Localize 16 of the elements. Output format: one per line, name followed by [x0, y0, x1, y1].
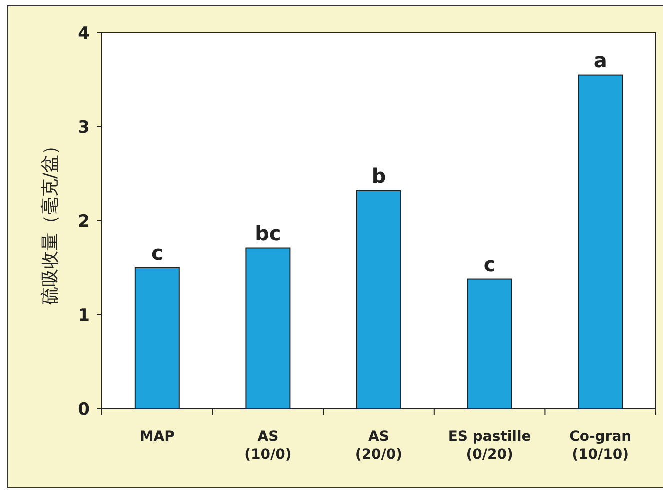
y-tick-label: 3 — [78, 118, 90, 138]
annotation: c — [151, 241, 164, 265]
y-tick-label: 1 — [78, 306, 90, 326]
annotation: bc — [255, 221, 282, 246]
annotation: c — [484, 252, 496, 276]
x-tick-label: AS (10/0) — [244, 429, 292, 463]
y-tick-label: 0 — [78, 400, 90, 420]
x-tick-label: Co-gran (10/10) — [570, 429, 632, 463]
y-tick-label: 4 — [78, 24, 90, 44]
annotation: b — [372, 164, 386, 188]
x-tick-label: ES pastille (0/20) — [448, 429, 532, 463]
x-tick-label: MAP — [140, 429, 175, 445]
x-tick-label: AS (20/0) — [355, 429, 403, 463]
annotation: a — [594, 48, 608, 72]
y-axis-title: 硫吸收量（毫克/盆） — [40, 136, 61, 306]
y-tick-label: 2 — [78, 212, 90, 232]
